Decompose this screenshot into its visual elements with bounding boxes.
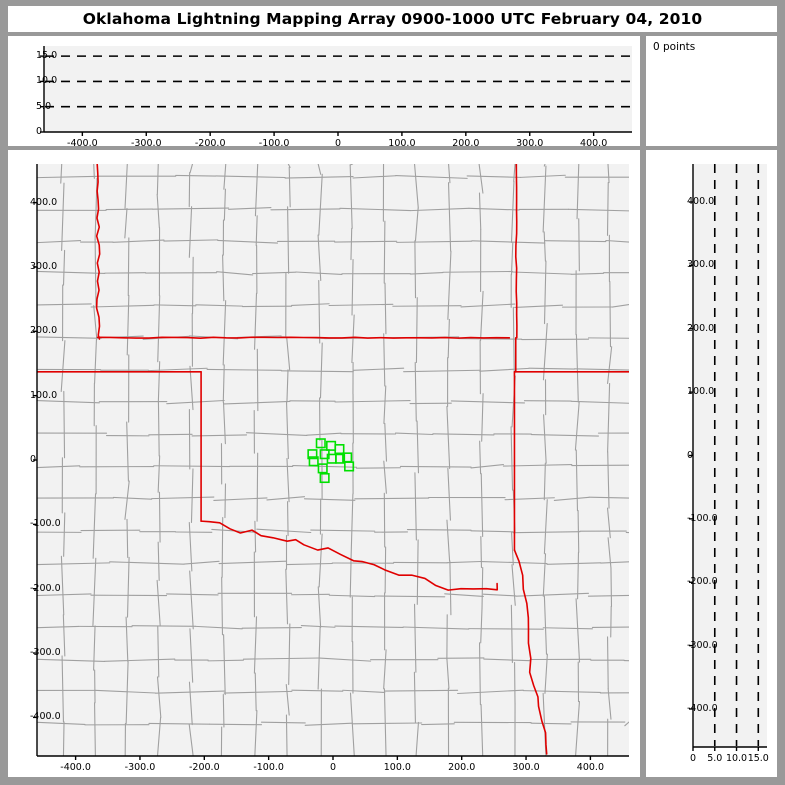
lma-station-marker[interactable] [335,453,346,464]
plan-view-map-panel: -400.0 -300.0 -200.0 -100.0 0 100.0 200.0 300.0… [8,150,640,777]
info-panel: 0 points [646,36,777,146]
lma-station-marker[interactable] [344,461,355,472]
lma-station-marker[interactable] [317,463,328,474]
tick-label: 0 [334,138,342,149]
tick-label: 300.0 [516,138,544,149]
time-height-panel: 05.010.015.0-400.0-300.0-200.0-100.00100… [8,36,640,149]
tick-label: -200.0 [194,138,226,149]
tick-label: 400.0 [576,762,604,773]
tick-label: 400.0 [580,138,608,149]
page-title: Oklahoma Lightning Mapping Array 0900-10… [82,10,703,28]
point-count-label: 0 points [653,41,696,53]
tick-label: 0 [329,762,337,773]
lma-station-marker[interactable] [308,456,319,467]
height-north-plot-area[interactable] [693,164,767,747]
tick-label: 100.0 [383,762,411,773]
tick-label: 10.0 [725,753,748,764]
tick-label: -400.0 [60,762,91,773]
tick-label: -100.0 [253,762,284,773]
tick-label: -300.0 [130,138,162,149]
height-north-panel: -400.0-300.0-200.0-100.00100.0200.0300.0… [646,150,777,777]
tick-label: 200.0 [452,138,480,149]
tick-label: 5.0 [707,753,723,764]
time-height-axes [40,46,632,136]
tick-label: 200.0 [448,762,476,773]
tick-label: -300.0 [124,762,156,773]
tick-label: -200.0 [188,762,220,773]
lma-station-marker[interactable] [334,444,345,455]
map-overlay[interactable] [8,150,640,777]
lma-station-marker[interactable] [315,438,326,449]
tick-label: -400.0 [67,138,98,149]
lma-station-marker[interactable] [326,440,337,451]
lma-station-marker[interactable] [307,449,318,460]
height-north-axes [689,164,767,751]
tick-label: -100.0 [258,138,290,149]
lma-station-marker[interactable] [319,472,330,484]
title-bar: Oklahoma Lightning Mapping Array 0900-10… [8,6,777,32]
tick-label: 100.0 [388,138,416,149]
tick-label: 300.0 [512,762,540,773]
tick-label: 0 [689,753,697,764]
tick-label: 15.0 [747,753,769,764]
time-height-plot-area[interactable] [44,46,632,132]
